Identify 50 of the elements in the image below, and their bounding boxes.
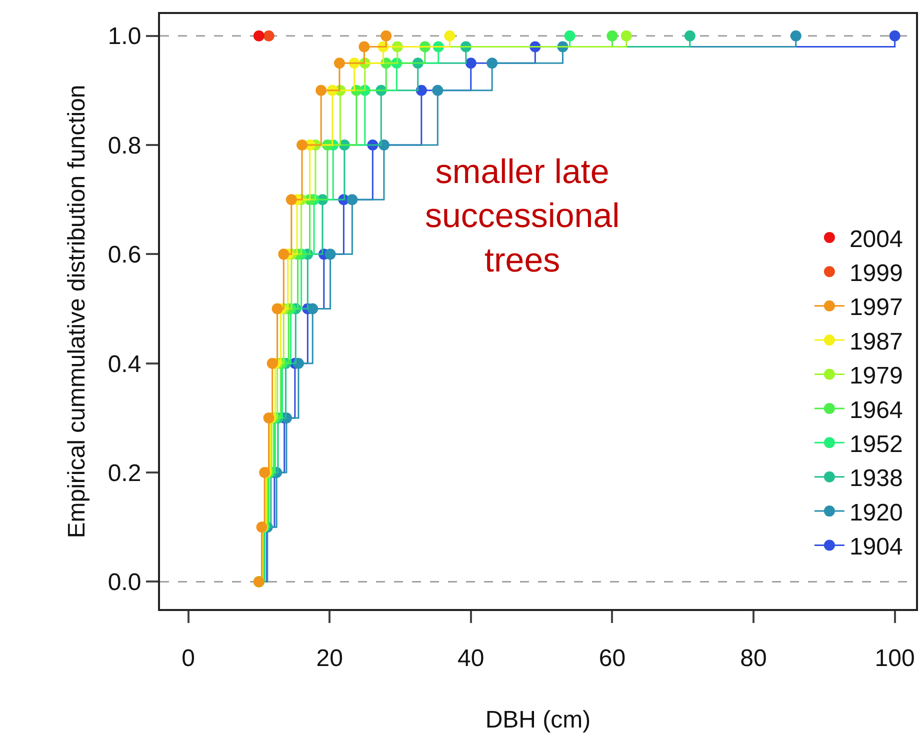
x-tick-label: 100 — [874, 644, 915, 672]
point — [416, 84, 427, 96]
y-tick-label: 0.4 — [108, 350, 142, 378]
point — [263, 30, 274, 42]
point — [272, 303, 283, 314]
point — [266, 358, 278, 369]
point — [286, 194, 297, 206]
legend-label: 1999 — [849, 260, 903, 288]
point — [444, 30, 456, 42]
point — [324, 248, 336, 260]
point — [278, 248, 290, 260]
x-axis-title: DBH (cm) — [485, 706, 591, 734]
point — [486, 58, 498, 69]
x-tick-label: 0 — [182, 644, 195, 672]
x-tick-label: 60 — [598, 644, 626, 672]
point — [358, 41, 370, 52]
legend-label: 1920 — [849, 499, 903, 526]
y-tick-label: 0.0 — [108, 569, 142, 596]
legend-label: 1952 — [849, 431, 903, 458]
point — [684, 30, 696, 42]
point — [432, 84, 444, 96]
y-tick-label: 0.8 — [108, 132, 142, 160]
legend-label: 1987 — [849, 328, 903, 356]
point — [253, 30, 264, 42]
legend-label: 1904 — [849, 534, 903, 561]
point — [296, 140, 308, 151]
point — [307, 303, 318, 314]
point — [620, 30, 632, 42]
y-tick-label: 0.2 — [108, 460, 142, 487]
x-tick-label: 20 — [316, 644, 343, 672]
point — [606, 30, 618, 42]
x-tick-label: 80 — [740, 644, 767, 672]
legend-label: 2004 — [849, 226, 903, 253]
y-tick-label: 0.6 — [108, 242, 142, 269]
point — [564, 30, 576, 42]
legend-label: 1964 — [849, 396, 903, 424]
point — [889, 30, 900, 42]
legend-label: 1979 — [849, 362, 903, 390]
annotation: smaller late successional trees — [425, 153, 620, 280]
legend-label: 1997 — [849, 294, 903, 322]
x-tick-label: 40 — [458, 644, 484, 672]
legend-label: 1938 — [849, 465, 903, 492]
point — [790, 30, 802, 42]
y-tick-label: 1.0 — [108, 23, 142, 50]
y-axis-title: Empirical cummulative distribution function — [63, 84, 90, 538]
point — [465, 58, 476, 69]
point — [346, 194, 358, 206]
point — [380, 30, 392, 42]
point — [316, 84, 327, 96]
point — [334, 58, 345, 69]
